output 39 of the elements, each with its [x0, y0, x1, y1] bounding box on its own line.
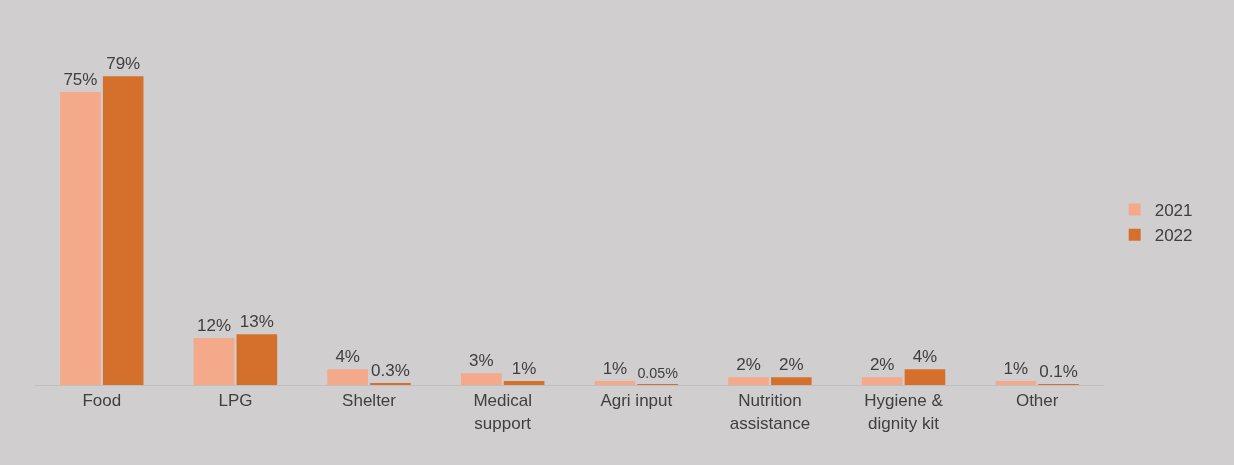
data-label: 0.1% — [1039, 362, 1078, 381]
data-label: 3% — [469, 351, 494, 371]
bar — [995, 381, 1037, 385]
x-tick-label: Shelter — [342, 391, 397, 411]
bar — [236, 334, 278, 385]
data-label: 1% — [1003, 359, 1029, 379]
bar — [861, 377, 903, 385]
x-tick-label: Nutrition assistance — [729, 391, 811, 433]
bar — [728, 377, 769, 385]
bar — [594, 381, 636, 385]
x-tick-label: Other — [1015, 391, 1059, 411]
bar — [461, 373, 502, 385]
bar — [904, 369, 946, 385]
data-label: 1% — [511, 359, 537, 379]
bar — [327, 369, 368, 385]
data-label: 2% — [869, 355, 895, 375]
data-label: 12% — [197, 316, 232, 336]
x-tick-label: Medical support — [473, 391, 532, 433]
x-tick-label: Agri input — [600, 391, 673, 411]
data-label: 13% — [239, 312, 274, 332]
legend-label: 2022 — [1154, 226, 1193, 246]
data-label: 1% — [602, 359, 628, 379]
data-label: 0.05% — [637, 364, 679, 381]
data-label: 79% — [106, 54, 141, 74]
data-label: 4% — [335, 347, 360, 367]
x-tick-label: Food — [82, 391, 122, 411]
data-label: 75% — [63, 69, 98, 89]
x-tick-label: Hygiene & dignity kit — [864, 391, 944, 433]
x-tick-label: LPG — [218, 391, 253, 411]
data-label: 2% — [779, 355, 804, 375]
bar — [503, 381, 545, 385]
data-label: 4% — [912, 347, 938, 367]
legend-label: 2021 — [1154, 201, 1193, 221]
bar — [193, 338, 235, 385]
bar — [102, 76, 144, 385]
data-label: 2% — [736, 355, 761, 375]
bar — [771, 377, 812, 385]
bar — [60, 91, 101, 385]
data-label: 0.3% — [371, 361, 410, 380]
